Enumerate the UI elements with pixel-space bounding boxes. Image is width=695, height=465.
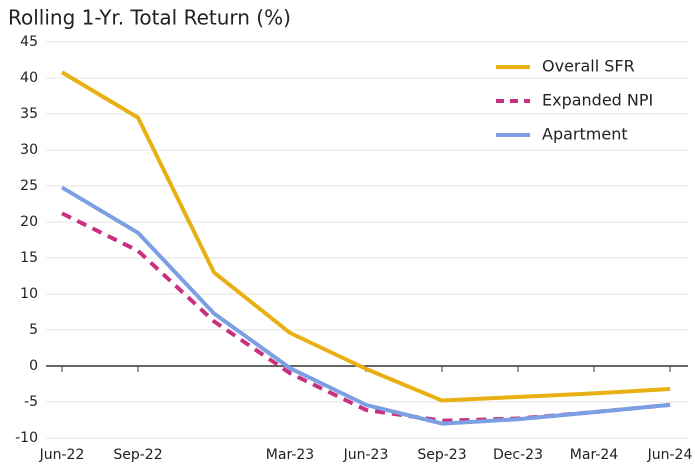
chart-title: Rolling 1-Yr. Total Return (%) <box>8 6 291 30</box>
x-tick-label: Sep-22 <box>113 447 162 463</box>
y-tick-label: 45 <box>20 34 38 50</box>
x-tick-label: Dec-23 <box>493 447 543 463</box>
y-tick-label: 0 <box>29 358 38 374</box>
x-tick-label: Jun-24 <box>647 447 693 463</box>
y-tick-label: 10 <box>20 286 38 302</box>
x-tick-label: Jun-23 <box>343 447 389 463</box>
y-tick-label: 15 <box>20 250 38 266</box>
y-tick-label: 5 <box>29 322 38 338</box>
y-tick-label: -5 <box>24 394 38 410</box>
x-tick-label: Mar-24 <box>570 447 618 463</box>
x-tick-label: Sep-23 <box>417 447 466 463</box>
series-line <box>61 211 671 423</box>
y-tick-label: -10 <box>15 430 38 446</box>
series-line <box>60 185 671 426</box>
y-tick-label: 25 <box>20 178 38 194</box>
y-tick-label: 40 <box>20 70 38 86</box>
legend-label: Apartment <box>542 125 628 144</box>
y-tick-label: 30 <box>20 142 38 158</box>
legend-label: Overall SFR <box>542 57 635 76</box>
x-tick-label: Mar-23 <box>266 447 314 463</box>
x-tick-label: Jun-22 <box>39 447 85 463</box>
series-line <box>60 70 671 403</box>
legend-label: Expanded NPI <box>542 91 653 110</box>
y-tick-label: 35 <box>20 106 38 122</box>
y-tick-label: 20 <box>20 214 38 230</box>
